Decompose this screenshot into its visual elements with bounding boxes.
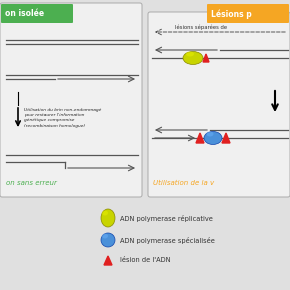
- Ellipse shape: [101, 209, 115, 227]
- Ellipse shape: [102, 233, 108, 238]
- FancyBboxPatch shape: [0, 3, 142, 197]
- Ellipse shape: [186, 52, 194, 57]
- Ellipse shape: [183, 52, 203, 64]
- Text: on sans erreur: on sans erreur: [6, 180, 57, 186]
- Text: ADN polymerase spécialisée: ADN polymerase spécialisée: [120, 237, 215, 244]
- Text: ADN polymerase réplicative: ADN polymerase réplicative: [120, 215, 213, 222]
- Ellipse shape: [102, 211, 108, 215]
- Polygon shape: [222, 133, 230, 143]
- Text: lésion de l'ADN: lésion de l'ADN: [120, 257, 171, 263]
- Text: Lésions p: Lésions p: [211, 9, 252, 19]
- FancyBboxPatch shape: [148, 12, 290, 197]
- Text: lésions séparées de: lésions séparées de: [175, 24, 227, 30]
- FancyBboxPatch shape: [207, 4, 289, 23]
- Ellipse shape: [206, 131, 213, 137]
- Polygon shape: [203, 54, 209, 62]
- Polygon shape: [196, 133, 204, 143]
- Text: on isolée: on isolée: [5, 10, 44, 19]
- Text: Utilisation de la v: Utilisation de la v: [153, 180, 214, 186]
- Text: Utilisation du brin non-endommagé
pour restaurer l'information
génétique comprom: Utilisation du brin non-endommagé pour r…: [24, 108, 102, 128]
- Ellipse shape: [204, 131, 222, 144]
- FancyBboxPatch shape: [1, 4, 73, 23]
- Polygon shape: [104, 256, 112, 265]
- Ellipse shape: [101, 233, 115, 247]
